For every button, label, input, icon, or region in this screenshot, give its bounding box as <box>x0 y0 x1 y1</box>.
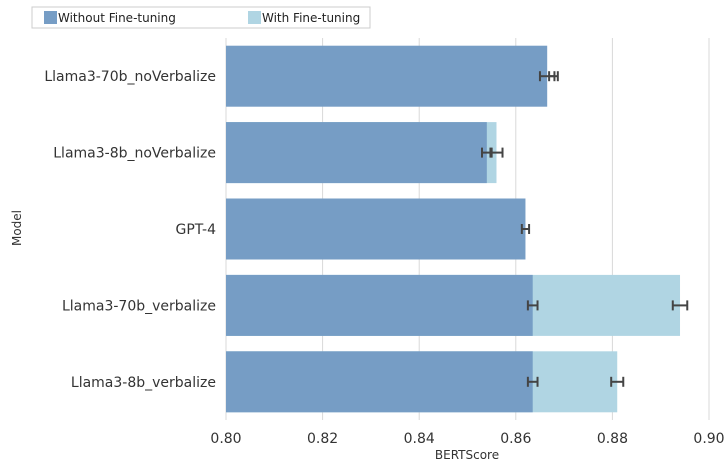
error-bar <box>520 224 531 234</box>
error-bar <box>526 376 539 387</box>
x-axis-ticks: 0.80 0.82 0.84 0.86 0.88 0.90 <box>210 431 724 447</box>
legend: Without Fine-tuning With Fine-tuning <box>31 6 371 29</box>
legend-frame <box>31 6 371 29</box>
bar-without-fine-tuning <box>226 122 487 184</box>
y-category-label: Llama3-8b_noVerbalize <box>53 146 216 162</box>
y-category-label: Llama3-70b_verbalize <box>62 298 216 314</box>
x-tick-label: 0.84 <box>404 431 435 447</box>
error-bar <box>671 300 689 311</box>
x-tick-label: 0.82 <box>307 431 338 447</box>
legend-item: With Fine-tuning <box>248 11 360 25</box>
y-axis-categories: Llama3-70b_noVerbalize Llama3-8b_noVerbal… <box>44 69 216 391</box>
bar-without-fine-tuning <box>226 198 526 260</box>
legend-swatch <box>248 11 261 24</box>
y-category-label: GPT-4 <box>175 222 216 238</box>
bars <box>226 45 681 413</box>
x-tick-label: 0.88 <box>597 431 628 447</box>
legend-label: Without Fine-tuning <box>58 11 176 25</box>
legend-item: Without Fine-tuning <box>44 11 176 25</box>
bar-without-fine-tuning <box>226 274 533 336</box>
x-axis-title: BERTScore <box>435 448 499 462</box>
x-tick-label: 0.86 <box>500 431 531 447</box>
error-bar <box>526 300 539 311</box>
legend-label: With Fine-tuning <box>262 11 360 25</box>
bar-without-fine-tuning <box>226 45 548 107</box>
x-tick-label: 0.90 <box>693 431 724 447</box>
error-bar <box>489 147 504 158</box>
bar-without-fine-tuning <box>226 351 533 413</box>
y-axis-title: Model <box>10 210 24 246</box>
error-bar <box>610 376 625 387</box>
y-category-label: Llama3-70b_noVerbalize <box>44 69 216 85</box>
x-tick-label: 0.80 <box>210 431 241 447</box>
legend-swatch <box>44 11 57 24</box>
error-bar <box>548 71 559 82</box>
error-bars <box>480 71 689 387</box>
y-category-label: Llama3-8b_verbalize <box>71 375 216 391</box>
